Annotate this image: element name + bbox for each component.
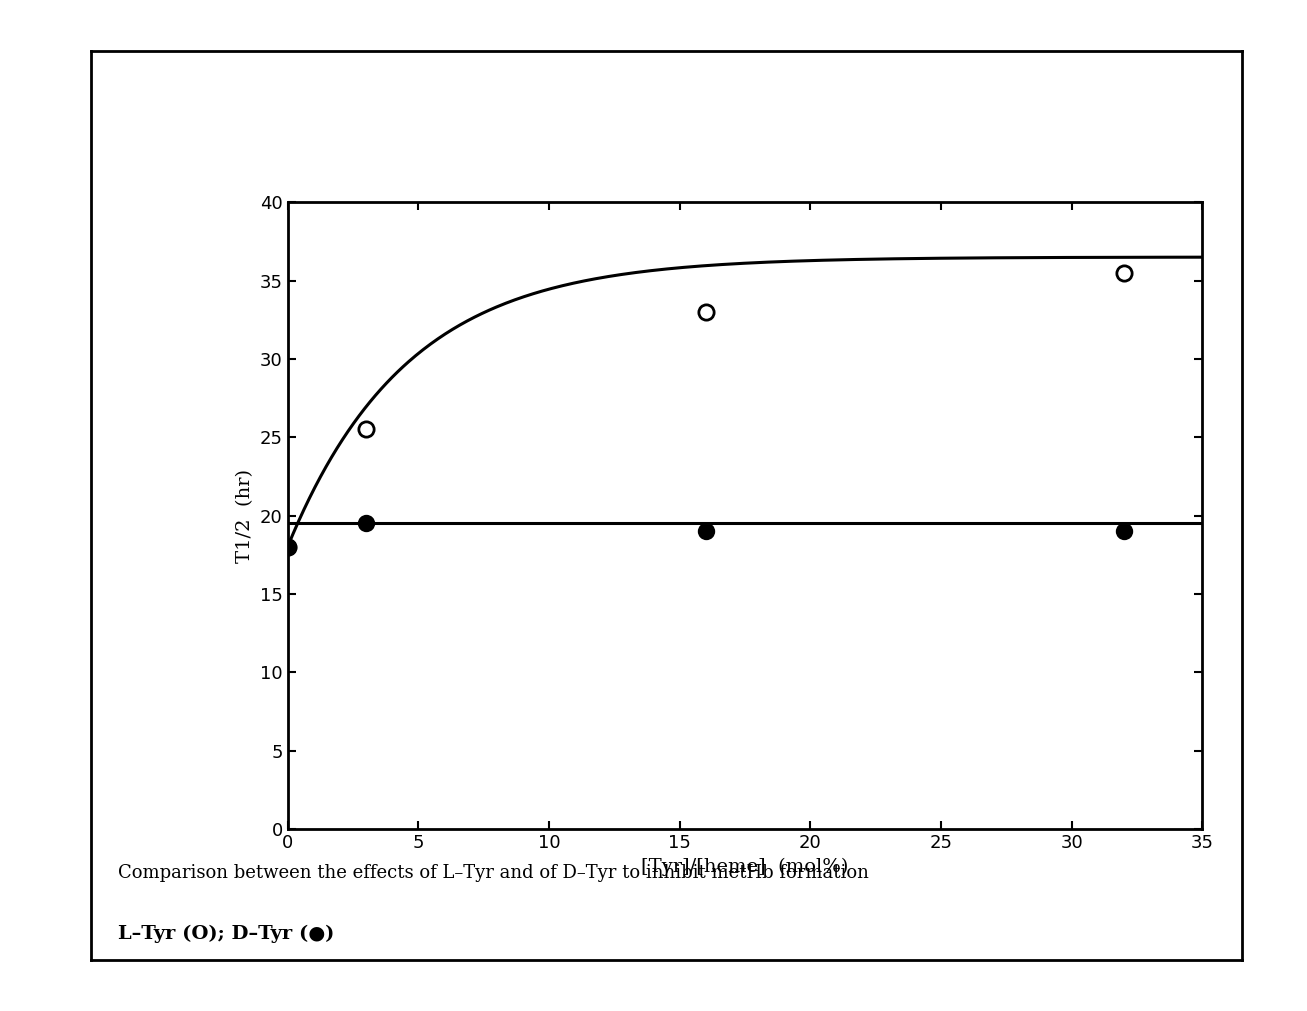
Text: Comparison between the effects of L–Tyr and of D–Tyr to inhibit metHb formation: Comparison between the effects of L–Tyr … — [118, 864, 869, 883]
Y-axis label: T1/2  (hr): T1/2 (hr) — [237, 469, 254, 562]
X-axis label: [Tyr]/[heme]  (mol%): [Tyr]/[heme] (mol%) — [642, 857, 848, 876]
Text: L–Tyr (O); D–Tyr (●): L–Tyr (O); D–Tyr (●) — [118, 925, 335, 943]
